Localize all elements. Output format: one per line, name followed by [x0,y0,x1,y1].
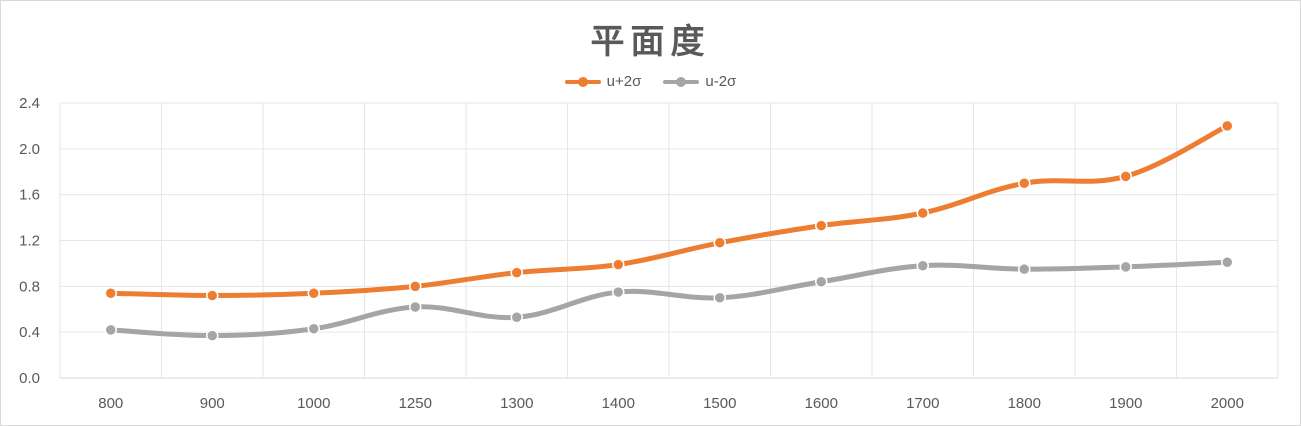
data-point [307,286,320,300]
x-tick-label: 900 [200,395,225,412]
x-tick-label: 1300 [500,395,533,412]
data-point [409,280,422,293]
x-tick-label: 1800 [1008,395,1041,412]
data-point [1119,260,1132,274]
y-tick-label: 1.6 [19,187,40,204]
data-point [713,291,726,305]
legend-marker-upper [577,76,588,87]
legend-item-upper: u+2σ [564,73,642,90]
series-0 [104,119,1234,302]
x-tick-label: 1600 [805,395,838,412]
legend-label-lower: u-2σ [705,73,737,90]
data-point [713,236,726,250]
series-1 [104,256,1234,342]
series-line [108,123,1230,298]
gridlines [59,102,1279,379]
y-tick-label: 0.0 [19,370,40,387]
x-axis-ticks: 800 900 1000 1250 1300 1400 1500 1600 1700 1800 19… [98,395,1244,412]
data-point [206,289,219,302]
data-point [1018,262,1031,276]
data-point [612,285,625,299]
data-point [1119,170,1132,183]
data-point [612,258,625,271]
y-tick-label: 0.8 [19,278,40,295]
data-point [1018,176,1031,190]
x-tick-label: 800 [98,395,123,412]
legend-marker-lower [676,76,687,87]
chart-title: 平面度 [590,22,711,62]
series-line [108,259,1230,339]
data-point [510,311,523,324]
data-point [409,300,422,314]
legend-swatch-upper [564,76,601,87]
y-tick-label: 1.2 [19,233,40,250]
y-tick-label: 2.0 [19,141,40,158]
data-point [916,259,929,272]
data-point [307,322,320,335]
legend-item-lower: u-2σ [663,73,736,90]
series-layer [104,119,1234,342]
x-tick-label: 1400 [602,395,635,412]
data-point [1221,256,1234,269]
data-point [206,329,219,342]
data-point [104,286,117,300]
x-tick-label: 1700 [906,395,939,412]
data-point [104,323,117,337]
x-tick-label: 1000 [297,395,330,412]
data-point [916,206,929,220]
x-tick-label: 1500 [703,395,736,412]
y-tick-label: 2.4 [19,95,40,112]
legend-label-upper: u+2σ [606,73,642,90]
x-tick-label: 1900 [1109,395,1142,412]
data-point [1221,119,1234,133]
data-point [815,275,828,288]
data-point [510,266,523,279]
x-tick-label: 2000 [1211,395,1244,412]
x-tick-label: 1250 [399,395,432,412]
y-tick-label: 0.4 [19,324,40,341]
data-point [815,219,828,232]
legend-swatch-lower [663,76,700,87]
legend: u+2σ u-2σ [0,73,1301,90]
y-axis-ticks: 0.0 0.4 0.8 1.2 1.6 2.0 2.4 [19,95,40,387]
